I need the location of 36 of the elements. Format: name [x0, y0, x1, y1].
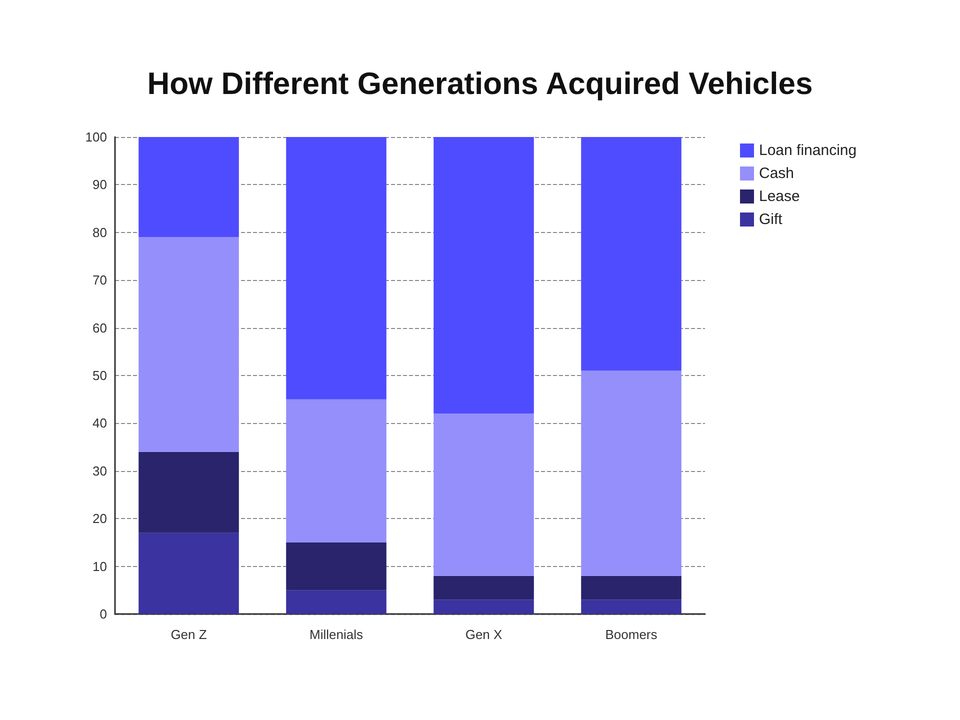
chart-title: How Different Generations Acquired Vehicles	[147, 66, 813, 101]
bar	[286, 542, 386, 590]
bar	[581, 600, 682, 614]
bar	[138, 137, 239, 238]
y-tick-label: 70	[92, 272, 107, 288]
y-tick-label: 80	[92, 224, 107, 240]
y-tick-label: 100	[85, 130, 107, 144]
x-tick-label: Gen X	[465, 627, 503, 642]
bar	[138, 532, 239, 614]
bar	[434, 414, 534, 576]
legend-label: Lease	[759, 188, 800, 205]
bar	[581, 576, 682, 600]
y-tick-label: 10	[92, 558, 107, 574]
x-tick-label: Gen Z	[170, 627, 207, 642]
bar	[286, 137, 386, 400]
legend-label: Cash	[759, 165, 794, 182]
y-tick-label: 40	[92, 416, 107, 431]
bar	[581, 137, 682, 371]
x-tick-label: Millenials	[310, 627, 364, 642]
bar	[138, 452, 239, 533]
y-tick-label: 50	[92, 368, 107, 383]
y-tick-label: 0	[100, 606, 107, 622]
y-tick-label: 30	[92, 463, 107, 478]
legend-label: Loan financing	[759, 142, 857, 159]
y-tick-label: 20	[92, 511, 107, 526]
bar	[434, 600, 534, 614]
bar	[434, 576, 534, 600]
bar	[434, 137, 534, 414]
legend-label: Gift	[759, 211, 784, 228]
x-tick-label: Boomers	[605, 627, 658, 642]
y-tick-label: 60	[92, 320, 107, 336]
bar	[286, 399, 386, 542]
bar	[138, 237, 239, 452]
bar	[581, 370, 682, 576]
bar	[286, 590, 386, 614]
y-tick-label: 90	[92, 177, 107, 192]
